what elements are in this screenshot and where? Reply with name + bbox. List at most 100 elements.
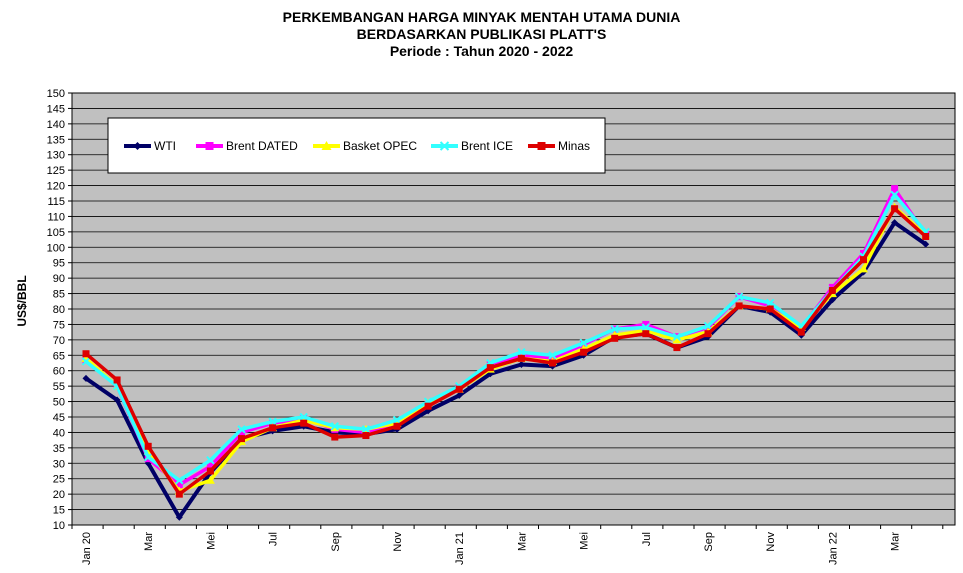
data-point (321, 141, 332, 150)
x-tick-label: Jan 21 (454, 532, 466, 565)
data-point (860, 256, 867, 264)
data-point (704, 330, 712, 338)
x-tick-label: Jan 22 (827, 532, 839, 565)
data-point (133, 142, 142, 150)
data-point (299, 412, 308, 422)
data-point (82, 374, 90, 382)
y-tick-label: 45 (53, 412, 65, 424)
chart-title-line-2: BERDASARKAN PUBLIKASI PLATT'S (356, 26, 607, 42)
y-axis-label: US$/BBL (15, 275, 29, 326)
legend-box (107, 117, 606, 174)
y-tick-label: 105 (47, 227, 65, 239)
data-point (673, 344, 681, 352)
data-point (641, 323, 651, 332)
data-point (82, 350, 90, 358)
data-point (268, 417, 277, 426)
data-point (891, 205, 899, 213)
chart-title-line-3: Periode : Tahun 2020 - 2022 (389, 43, 574, 59)
chart-title-line-1: PERKEMBANGAN HARGA MINYAK MENTAH UTAMA D… (282, 9, 681, 25)
data-point (828, 286, 836, 294)
data-point (537, 142, 546, 150)
data-point (517, 354, 525, 362)
data-point (175, 481, 183, 489)
data-point (891, 219, 899, 227)
x-tick-label: Mei (579, 532, 591, 550)
data-point (922, 240, 930, 248)
data-point (922, 232, 930, 240)
series-line-brent-ice (84, 193, 928, 483)
series-line-minas (84, 206, 928, 496)
data-point (206, 455, 215, 465)
data-point (81, 357, 91, 366)
data-point (765, 298, 775, 308)
x-tick-label: Mei (205, 532, 217, 550)
y-tick-label: 140 (47, 119, 65, 131)
y-tick-label: 120 (47, 181, 65, 193)
y-tick-label: 40 (53, 427, 65, 439)
x-tick-label: Jul (268, 532, 280, 546)
x-tick-label: Mar (516, 532, 528, 551)
legend-label: Brent DATED (226, 139, 298, 153)
data-point (548, 351, 557, 360)
y-tick-label: 65 (53, 350, 65, 362)
data-point (175, 476, 184, 485)
data-point (734, 292, 744, 301)
y-tick-label: 145 (47, 103, 65, 115)
data-point (517, 361, 525, 369)
data-point (144, 442, 152, 450)
data-point (330, 422, 340, 431)
x-tick-label: Nov (765, 532, 777, 552)
data-point (642, 330, 650, 338)
data-point (642, 320, 650, 328)
data-point (891, 185, 899, 193)
x-tick-label: Nov (392, 532, 404, 552)
data-point (175, 513, 183, 521)
x-tick-label: Mar (890, 532, 902, 551)
data-point (361, 425, 371, 434)
y-tick-label: 75 (53, 319, 65, 331)
data-point (580, 348, 588, 356)
data-point (300, 419, 308, 427)
data-point (392, 415, 402, 425)
y-tick-label: 30 (53, 458, 65, 470)
data-point (237, 425, 246, 434)
x-tick-label: Jan 20 (81, 532, 93, 565)
data-point (703, 321, 713, 331)
data-point (205, 142, 214, 150)
y-tick-label: 60 (53, 366, 65, 378)
data-point (424, 402, 432, 410)
data-point (579, 338, 588, 348)
y-tick-label: 25 (53, 474, 65, 486)
data-point (206, 467, 214, 475)
data-point (393, 422, 401, 430)
y-tick-label: 80 (53, 304, 65, 316)
data-point (206, 462, 214, 470)
y-tick-label: 130 (47, 150, 65, 162)
y-tick-label: 85 (53, 289, 65, 301)
data-point (797, 328, 805, 336)
y-tick-label: 10 (53, 520, 65, 532)
data-point (455, 385, 463, 393)
x-tick-label: Sep (703, 532, 715, 552)
data-point (890, 190, 899, 200)
data-point (611, 334, 619, 342)
y-tick-label: 20 (53, 489, 65, 501)
y-tick-label: 115 (47, 196, 65, 208)
y-tick-label: 125 (47, 165, 65, 177)
legend-label: Minas (558, 139, 590, 153)
data-point (672, 335, 682, 344)
data-point (238, 428, 245, 436)
data-point (362, 432, 370, 440)
y-tick-label: 110 (47, 211, 65, 223)
data-point (331, 433, 339, 441)
data-point (486, 364, 494, 372)
data-point (113, 376, 121, 384)
data-point (205, 475, 215, 484)
legend-label: Brent ICE (461, 139, 513, 153)
y-tick-label: 100 (47, 242, 65, 254)
y-tick-label: 15 (53, 505, 65, 517)
data-point (175, 490, 183, 498)
data-point (766, 305, 774, 313)
y-tick-label: 55 (53, 381, 65, 393)
data-point (238, 435, 245, 443)
